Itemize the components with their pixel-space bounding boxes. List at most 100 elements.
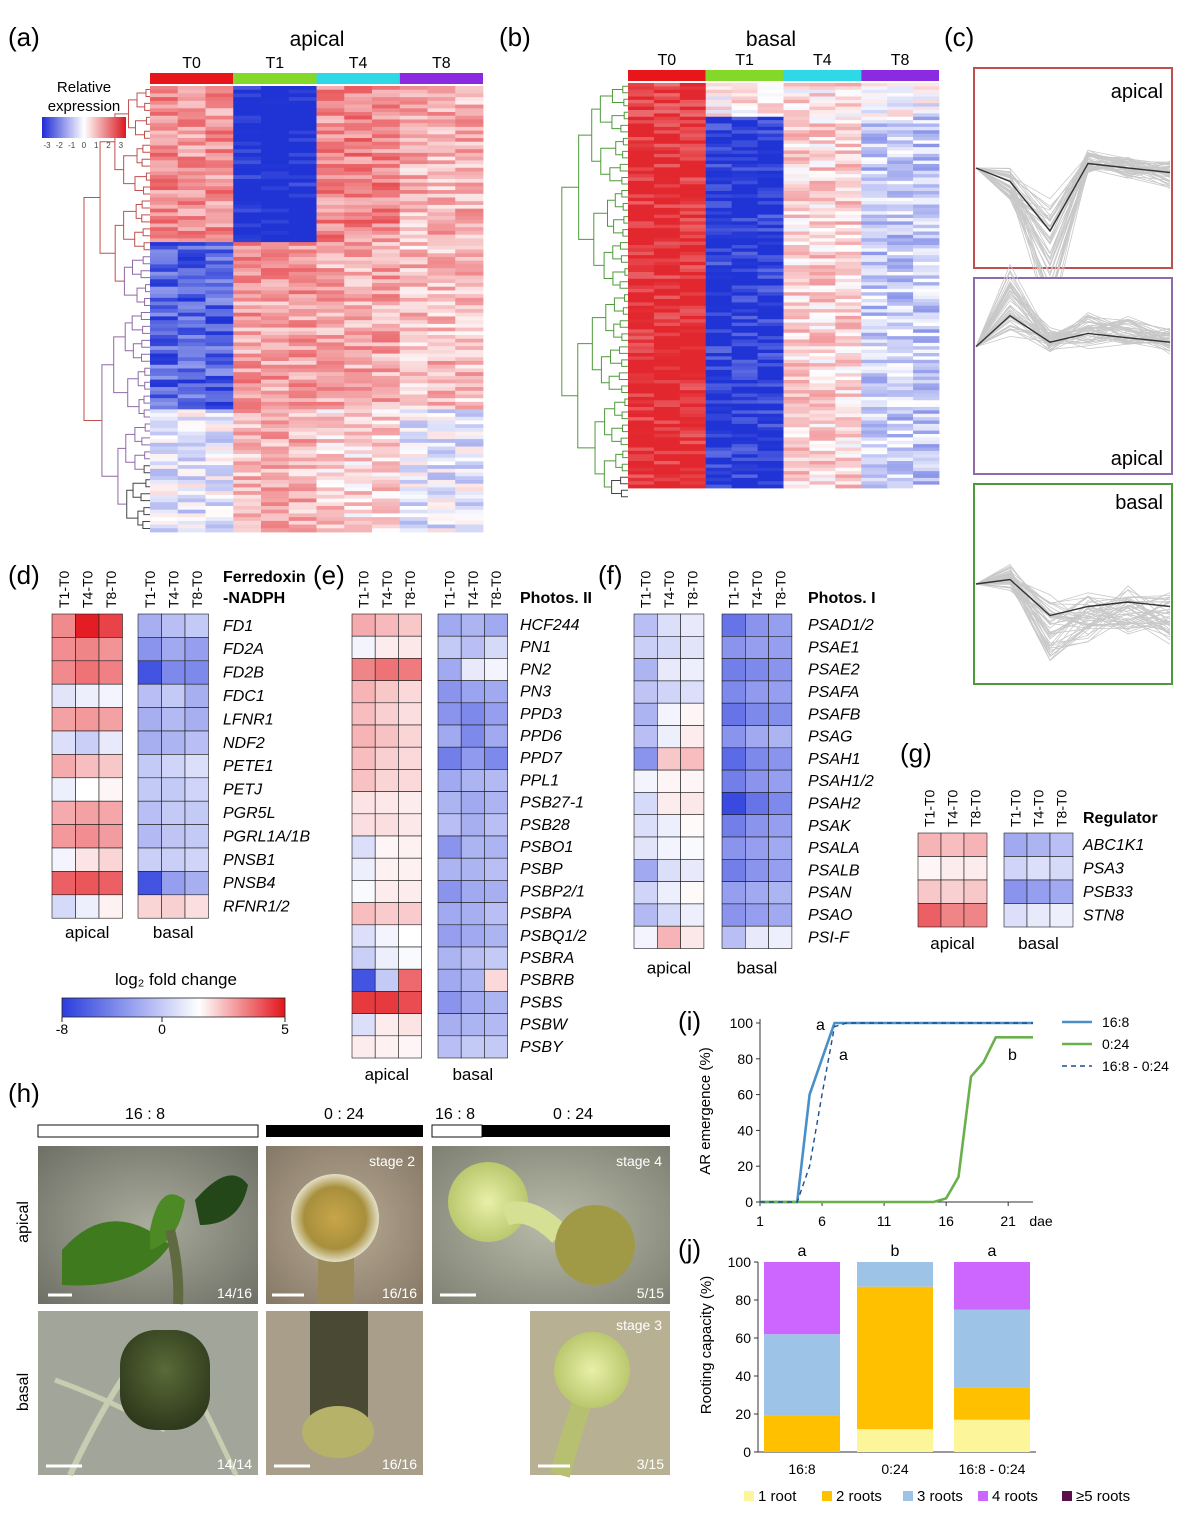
comparison-label: T8-T0 — [402, 570, 418, 608]
heatmap-cell — [628, 255, 655, 259]
heatmap-cell — [344, 138, 373, 143]
heatmap-cell — [731, 339, 758, 344]
heatmap-cell — [628, 288, 655, 293]
heatmap-cell — [261, 379, 290, 384]
heatmap-cell — [913, 164, 940, 168]
gene-label: PPD6 — [520, 728, 562, 745]
heatmap-cell — [177, 465, 206, 470]
heatmap-cell — [783, 201, 810, 205]
heatmap-cell — [344, 275, 373, 280]
heatmap-cell — [913, 147, 940, 151]
heatmap-cell — [628, 197, 655, 202]
lfc-cell — [398, 968, 422, 992]
heatmap-cell — [757, 110, 784, 114]
heatmap-cell — [628, 380, 655, 384]
heatmap-cell — [757, 207, 784, 212]
lfc-cell — [633, 747, 658, 771]
heatmap-cell — [372, 305, 401, 310]
lfc-cell — [51, 707, 76, 732]
lfc-cell — [721, 702, 746, 726]
heatmap-cell — [653, 120, 681, 124]
gene-label: PSI-F — [808, 929, 850, 946]
lfc-cell — [744, 680, 769, 704]
timepoint-label-T0: T0 — [182, 55, 201, 72]
heatmap-cell — [177, 197, 206, 202]
lfc-cell — [75, 613, 100, 638]
heatmap-cell — [344, 197, 373, 202]
heatmap-cell — [887, 420, 914, 425]
heatmap-cell — [887, 224, 914, 229]
heatmap-cell — [731, 130, 758, 135]
lfc-cell — [484, 924, 508, 948]
j-bar-segment — [764, 1334, 840, 1416]
heatmap-cell — [783, 434, 810, 438]
group-label-basal: basal — [153, 923, 194, 942]
lfc-cell — [680, 769, 705, 793]
heatmap-cell — [150, 164, 179, 169]
heatmap-cell — [427, 494, 456, 499]
heatmap-cell — [427, 387, 456, 392]
lfc-cell — [184, 824, 209, 849]
heatmap-cell — [177, 361, 206, 366]
heatmap-cell — [653, 164, 681, 168]
profile-line — [975, 576, 1171, 662]
heatmap-cell — [887, 380, 914, 384]
gene-label: PSBP2/1 — [520, 883, 585, 900]
heatmap-cell — [835, 218, 862, 222]
heatmap-cell — [757, 380, 784, 384]
heatmap-cell — [861, 349, 888, 354]
lfc-cell — [721, 725, 746, 749]
heatmap-cell — [913, 376, 940, 381]
heatmap-cell — [399, 134, 428, 139]
heatmap-cell — [177, 305, 206, 310]
heatmap-cell — [887, 326, 914, 330]
heatmap-cell — [679, 447, 707, 452]
heatmap-cell — [316, 509, 345, 514]
heatmap-cell — [150, 487, 179, 492]
heatmap-cell — [628, 464, 655, 469]
heatmap-cell — [783, 349, 810, 354]
heatmap-cell — [679, 295, 707, 300]
lfc-cell — [161, 800, 186, 825]
heatmap-cell — [679, 437, 707, 442]
heatmap-cell — [316, 405, 345, 410]
heatmap-cell — [233, 160, 262, 165]
heatmap-cell — [233, 171, 262, 176]
heatmap-cell — [679, 285, 707, 290]
heatmap-cell — [705, 126, 733, 131]
lfc-cell — [721, 792, 746, 816]
heatmap-cell — [399, 353, 428, 358]
heatmap-cell — [288, 476, 317, 481]
group-label-basal: basal — [1018, 934, 1059, 953]
heatmap-cell — [757, 96, 784, 101]
heatmap-cell — [316, 502, 345, 507]
lfc-cell — [437, 902, 462, 926]
lfc-cell — [656, 635, 681, 659]
heatmap-cell — [653, 180, 681, 185]
heatmap-cell — [913, 116, 940, 121]
heatmap-cell — [399, 479, 428, 485]
heatmap-cell — [288, 138, 317, 143]
heatmap-cell — [628, 282, 655, 286]
heatmap-cell — [427, 357, 456, 362]
heatmap-cell — [757, 83, 784, 87]
heatmap-cell — [731, 184, 758, 189]
heatmap-cell — [731, 376, 758, 381]
heatmap-cell — [835, 346, 862, 351]
heatmap-cell — [261, 208, 290, 213]
heatmap-cell — [628, 180, 655, 185]
heatmap-cell — [372, 517, 401, 522]
heatmap-cell — [455, 387, 484, 392]
heatmap-cell — [177, 268, 206, 273]
heatmap-cell — [835, 299, 862, 303]
lfc-cell — [656, 858, 681, 882]
heatmap-cell — [399, 156, 428, 161]
lfc-cell — [917, 856, 942, 881]
heatmap-cell — [731, 282, 758, 286]
gene-label: PSBRB — [520, 972, 575, 989]
heatmap-cell — [783, 342, 810, 347]
dendrogram-branch — [134, 231, 145, 247]
heatmap-cell — [233, 487, 262, 492]
gene-label: PSBW — [520, 1017, 569, 1034]
heatmap-cell — [809, 309, 836, 313]
